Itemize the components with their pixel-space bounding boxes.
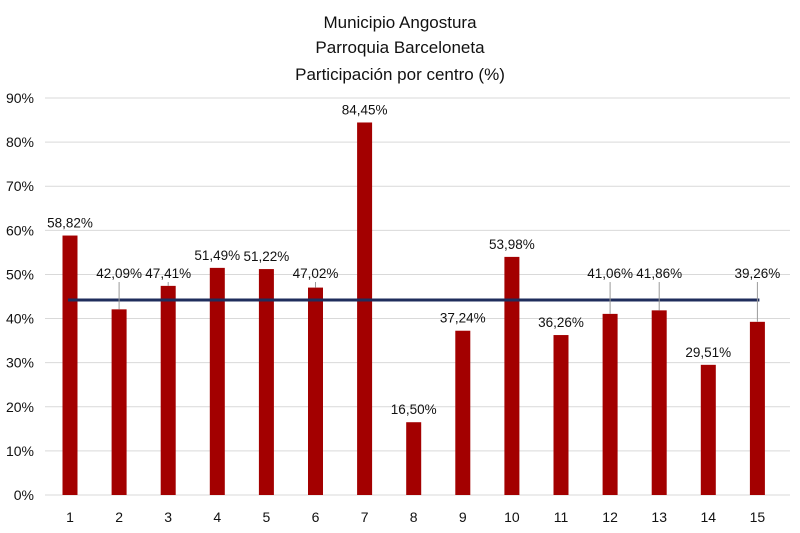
bars <box>62 122 765 496</box>
y-tick-label: 80% <box>6 134 34 150</box>
x-tick-label: 7 <box>361 509 369 525</box>
bar-6 <box>308 287 323 495</box>
data-label-leaders <box>118 282 758 322</box>
data-label: 41,06% <box>587 266 633 281</box>
x-tick-label: 3 <box>164 509 172 525</box>
x-tick-label: 10 <box>504 509 520 525</box>
y-tick-label: 0% <box>14 487 34 503</box>
x-tick-label: 13 <box>651 509 667 525</box>
data-label: 51,49% <box>194 248 240 263</box>
bar-1 <box>62 235 78 495</box>
data-label: 36,26% <box>538 315 584 330</box>
data-label: 51,22% <box>244 249 290 264</box>
x-tick-label: 2 <box>115 509 123 525</box>
data-label: 58,82% <box>47 216 93 231</box>
data-label: 42,09% <box>96 266 142 281</box>
data-label: 16,50% <box>391 402 437 417</box>
x-tick-label: 11 <box>554 509 569 525</box>
data-labels: 58,82% 42,09% 47,41%51,49% 51,22%47,02% 84,4… <box>47 102 780 417</box>
y-tick-label: 10% <box>6 443 34 459</box>
x-tick-label: 15 <box>750 509 766 525</box>
data-label: 47,02% <box>293 266 339 281</box>
data-label: 29,51% <box>685 345 731 360</box>
data-label: 39,26% <box>735 266 781 281</box>
bar-5 <box>258 269 274 495</box>
bar-4 <box>209 267 225 495</box>
data-label: 84,45% <box>342 102 388 117</box>
y-tick-label: 30% <box>6 355 34 371</box>
data-label: 47,41% <box>145 266 191 281</box>
x-tick-label: 14 <box>701 509 717 525</box>
x-tick-label: 9 <box>459 509 467 525</box>
bar-14 <box>700 364 716 495</box>
data-label: 53,98% <box>489 237 535 252</box>
y-axis-tick-labels: 0% 10% 20% 30% 40% 50% 60% 70% 80% 90% <box>6 90 34 503</box>
bar-3 <box>160 285 176 495</box>
chart-title-line-3: Participación por centro (%) <box>295 65 505 84</box>
bar-11 <box>553 335 569 495</box>
x-tick-label: 8 <box>410 509 418 525</box>
chart-title: Municipio Angostura Parroquia Barcelonet… <box>295 13 505 84</box>
bar-2 <box>111 309 127 495</box>
bar-10 <box>504 256 520 495</box>
chart-title-line-2: Parroquia Barceloneta <box>315 38 485 57</box>
y-tick-label: 70% <box>6 178 34 194</box>
x-tick-label: 6 <box>312 509 320 525</box>
bar-7 <box>357 122 373 496</box>
y-tick-label: 50% <box>6 266 34 282</box>
bar-9 <box>455 330 471 495</box>
x-tick-label: 4 <box>213 509 221 525</box>
bar-13 <box>651 310 667 495</box>
x-tick-label: 5 <box>263 509 271 525</box>
x-tick-label: 1 <box>66 509 74 525</box>
bar-15 <box>749 321 765 495</box>
bar-12 <box>602 313 618 495</box>
y-tick-label: 60% <box>6 222 34 238</box>
data-label: 41,86% <box>636 266 682 281</box>
bar-8 <box>406 422 422 495</box>
y-tick-label: 20% <box>6 399 34 415</box>
chart-title-line-1: Municipio Angostura <box>323 13 477 32</box>
y-tick-label: 90% <box>6 90 34 106</box>
x-tick-label: 12 <box>602 509 618 525</box>
x-axis-tick-labels: 1 2 3 4 5 6 7 8 9 10 11 12 13 14 15 <box>66 509 765 525</box>
y-tick-label: 40% <box>6 311 34 327</box>
data-label: 37,24% <box>440 311 486 326</box>
